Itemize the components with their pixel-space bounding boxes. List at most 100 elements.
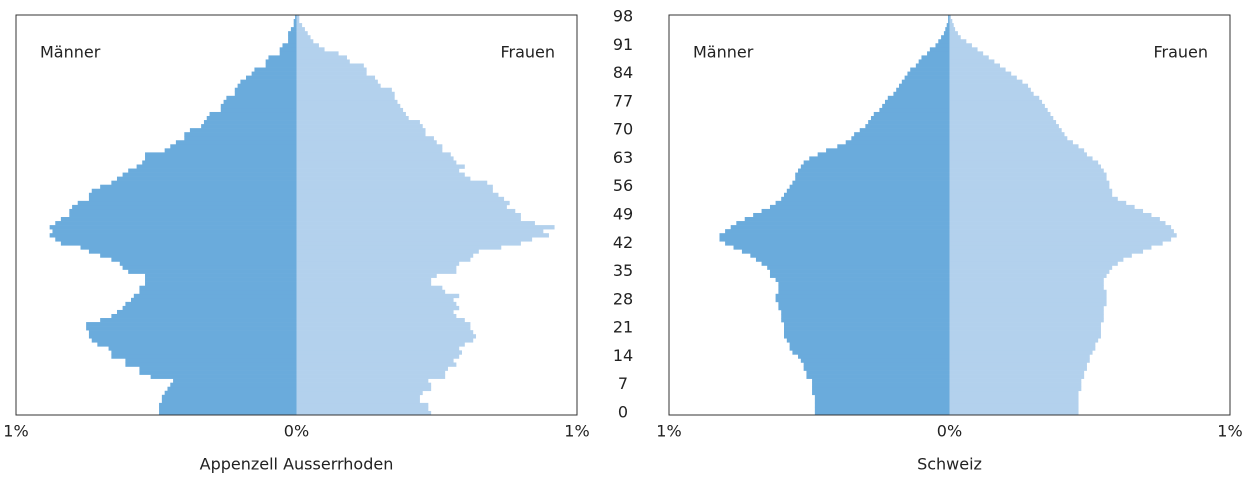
bar bbox=[949, 318, 1104, 323]
bar bbox=[949, 406, 1079, 412]
bar bbox=[296, 75, 376, 80]
bar bbox=[133, 293, 297, 299]
bar bbox=[741, 249, 950, 254]
bar bbox=[784, 334, 950, 339]
bar bbox=[296, 229, 544, 234]
bar bbox=[809, 156, 950, 161]
bar bbox=[220, 103, 297, 109]
bar bbox=[817, 152, 950, 157]
bar bbox=[288, 35, 297, 40]
bar bbox=[949, 289, 1107, 295]
bar bbox=[938, 39, 950, 44]
bar bbox=[910, 67, 950, 72]
bar bbox=[949, 160, 1099, 165]
bar bbox=[296, 79, 378, 84]
bar bbox=[949, 87, 1031, 93]
bar bbox=[49, 225, 297, 230]
bar bbox=[949, 75, 1017, 80]
bar bbox=[296, 289, 446, 295]
bar bbox=[949, 23, 954, 28]
bar bbox=[778, 305, 950, 311]
bar bbox=[949, 184, 1110, 190]
bar bbox=[949, 120, 1057, 125]
bar bbox=[296, 245, 502, 250]
bar bbox=[814, 398, 950, 404]
bar bbox=[941, 35, 950, 40]
bar bbox=[767, 265, 950, 270]
bar bbox=[814, 406, 950, 412]
bar bbox=[736, 221, 950, 226]
bar bbox=[879, 107, 950, 113]
bar bbox=[949, 269, 1110, 274]
bar bbox=[296, 23, 303, 28]
bar bbox=[949, 237, 1172, 242]
bar bbox=[296, 269, 457, 274]
bar bbox=[296, 318, 465, 323]
bar bbox=[296, 338, 474, 343]
bar bbox=[116, 309, 297, 315]
bar bbox=[949, 229, 1174, 234]
bar bbox=[798, 168, 950, 173]
bar bbox=[296, 55, 347, 60]
bar bbox=[814, 402, 950, 408]
bar bbox=[55, 221, 297, 226]
bar bbox=[234, 91, 297, 97]
bar bbox=[296, 362, 457, 367]
bar bbox=[949, 322, 1101, 327]
bar bbox=[949, 301, 1107, 307]
bar bbox=[91, 188, 297, 194]
bar bbox=[122, 265, 297, 270]
y-tick-label: 84 bbox=[613, 63, 633, 82]
bar bbox=[949, 261, 1118, 266]
bar bbox=[775, 297, 950, 303]
bar bbox=[175, 140, 297, 145]
bar bbox=[949, 362, 1087, 367]
bar bbox=[296, 237, 533, 242]
bar bbox=[86, 326, 297, 331]
bar bbox=[845, 140, 950, 145]
bar bbox=[296, 309, 454, 315]
bar bbox=[949, 277, 1104, 282]
bar bbox=[296, 208, 516, 214]
bar bbox=[55, 237, 297, 242]
bar bbox=[296, 91, 395, 97]
bar bbox=[814, 394, 950, 400]
y-tick-label: 35 bbox=[613, 261, 633, 280]
bar bbox=[901, 79, 950, 84]
y-tick-label: 42 bbox=[613, 233, 633, 252]
bar bbox=[753, 212, 950, 218]
legend-label: Männer bbox=[40, 43, 101, 62]
bar bbox=[918, 59, 950, 64]
bar bbox=[893, 91, 950, 97]
bar bbox=[949, 79, 1023, 84]
bar bbox=[949, 265, 1113, 270]
bar bbox=[851, 136, 950, 141]
bar bbox=[806, 374, 950, 379]
bar bbox=[949, 378, 1082, 383]
bar bbox=[949, 95, 1040, 101]
bar bbox=[949, 204, 1135, 210]
x-tick-label: 1% bbox=[656, 422, 681, 441]
bar bbox=[296, 148, 443, 153]
bar bbox=[296, 200, 510, 206]
bar bbox=[296, 39, 314, 44]
bar bbox=[761, 261, 950, 266]
bar bbox=[803, 366, 950, 371]
bar bbox=[122, 172, 297, 177]
bar bbox=[296, 301, 457, 307]
x-tick-label: 1% bbox=[3, 422, 28, 441]
bar bbox=[800, 358, 950, 363]
bar bbox=[296, 334, 477, 339]
bar bbox=[296, 99, 398, 105]
bar bbox=[142, 160, 297, 165]
bar bbox=[296, 261, 460, 266]
bar bbox=[949, 305, 1104, 311]
bar bbox=[882, 103, 950, 109]
bar bbox=[296, 382, 432, 388]
bar bbox=[209, 111, 297, 117]
bar bbox=[88, 249, 297, 254]
bar bbox=[868, 120, 950, 125]
bar bbox=[88, 330, 297, 335]
bar bbox=[100, 318, 297, 323]
bar bbox=[784, 330, 950, 335]
